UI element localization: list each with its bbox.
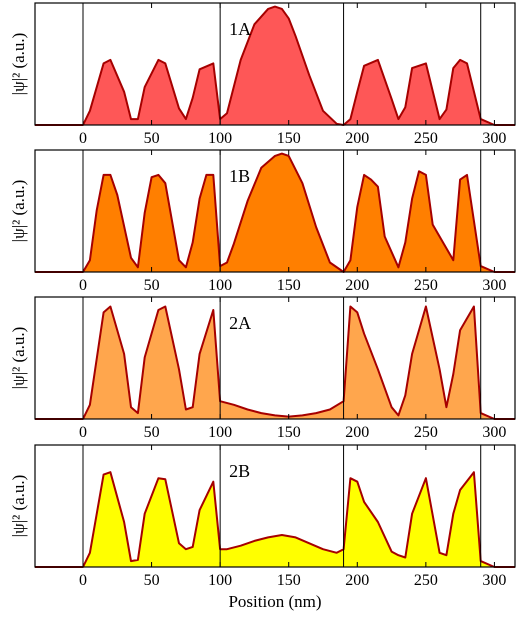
x-tick-label: 300	[482, 572, 506, 589]
panel-1b: 0 50 100 150 200 250 300 1B |ψ|² (a.u.)	[9, 149, 516, 294]
area-fill	[35, 153, 515, 272]
x-tick-label: 150	[277, 424, 301, 441]
panel-label: 1B	[229, 166, 250, 186]
x-tick-label: 50	[144, 572, 160, 589]
x-tick-label: 50	[144, 424, 160, 441]
panel-1a: 0 50 100 150 200 250 300 1A |ψ|² (a.u.)	[9, 2, 516, 147]
x-tick-label: 0	[79, 424, 87, 441]
x-tick-label: 250	[414, 130, 438, 147]
y-axis-label: |ψ|² (a.u.)	[9, 327, 28, 390]
x-tick-label: 200	[345, 277, 369, 294]
x-tick-label: 250	[414, 424, 438, 441]
panel-2b: 0 50 100 150 200 250 300 2B |ψ|² (a.u.) Position …	[9, 444, 516, 611]
panel-label: 1A	[229, 19, 251, 39]
plot-frame	[34, 2, 516, 126]
plot-frame	[34, 444, 516, 568]
panel-label: 2A	[229, 313, 251, 333]
x-tick-label: 250	[414, 572, 438, 589]
x-tick-label: 150	[277, 572, 301, 589]
x-tick-label: 200	[345, 572, 369, 589]
x-tick-label: 50	[144, 277, 160, 294]
x-tick-label: 0	[79, 277, 87, 294]
x-tick-label: 150	[277, 130, 301, 147]
x-tick-label: 100	[208, 130, 232, 147]
density-line	[35, 152, 515, 273]
x-tick-label: 0	[79, 130, 87, 147]
x-tick-label: 100	[208, 277, 232, 294]
plot-frame	[34, 149, 516, 273]
x-tick-label: 300	[482, 130, 506, 147]
y-axis-label: |ψ|² (a.u.)	[9, 180, 28, 243]
panel-2a: 0 50 100 150 200 250 300 2A |ψ|² (a.u.)	[9, 296, 516, 441]
y-axis-label: |ψ|² (a.u.)	[9, 33, 28, 96]
panel-label: 2B	[229, 461, 250, 481]
x-tick-label: 50	[144, 130, 160, 147]
area-fill	[35, 306, 515, 419]
x-tick-label: 0	[79, 572, 87, 589]
x-tick-label: 200	[345, 424, 369, 441]
density-line	[35, 471, 515, 568]
x-tick-label: 100	[208, 424, 232, 441]
x-tick-label: 250	[414, 277, 438, 294]
x-tick-label: 200	[345, 130, 369, 147]
density-line	[35, 5, 515, 126]
x-tick-label: 300	[482, 277, 506, 294]
y-axis-label: |ψ|² (a.u.)	[9, 475, 28, 538]
area-fill	[35, 6, 515, 126]
x-tick-label: 150	[277, 277, 301, 294]
x-tick-label: 100	[208, 572, 232, 589]
area-fill	[35, 472, 515, 567]
plot-frame	[34, 296, 516, 420]
x-axis-label: Position (nm)	[228, 592, 321, 611]
x-tick-label: 300	[482, 424, 506, 441]
